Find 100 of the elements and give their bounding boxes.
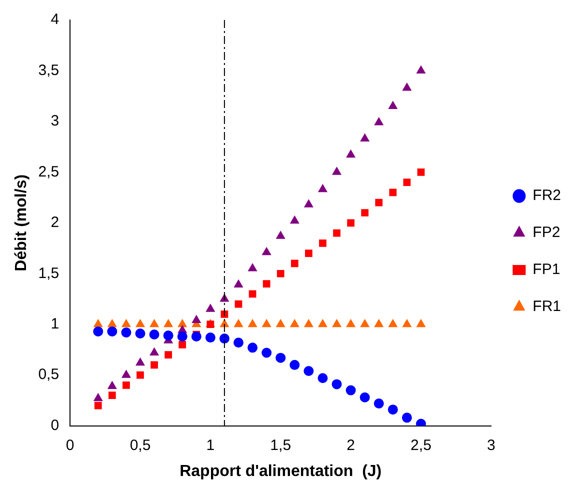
point [304, 319, 314, 328]
point [318, 184, 328, 192]
point [248, 342, 258, 353]
point [388, 319, 398, 328]
point [416, 319, 426, 328]
x-tick-label: 2,5 [410, 436, 432, 454]
point [262, 319, 271, 328]
point [346, 319, 356, 328]
point [149, 329, 160, 340]
y-tick-label: 3,5 [38, 62, 60, 79]
point [304, 366, 314, 376]
point [163, 330, 174, 341]
point [135, 328, 146, 338]
point [360, 134, 370, 142]
point [94, 319, 103, 328]
point [248, 264, 257, 272]
point [108, 319, 117, 328]
point [375, 198, 383, 206]
x-tick-label: 1 [206, 436, 215, 454]
x-tick-label: 3 [486, 436, 496, 454]
point [107, 326, 118, 336]
point [122, 319, 131, 328]
point [136, 371, 144, 379]
point [192, 315, 201, 324]
legend-label: FR2 [532, 187, 562, 204]
y-tick-label: 1 [50, 315, 60, 332]
point [191, 332, 202, 342]
point [332, 379, 342, 390]
point [233, 338, 244, 348]
point [346, 150, 356, 158]
point [248, 319, 257, 328]
x-tick-label: 0 [66, 436, 74, 454]
point [290, 319, 300, 328]
legend-label: FP2 [532, 224, 560, 242]
point [108, 392, 116, 400]
point [136, 358, 145, 366]
point [290, 260, 298, 268]
x-axis-title: Rapport d'alimentation (J) [180, 462, 382, 480]
point [304, 200, 314, 208]
y-tick-label: 0,5 [38, 366, 60, 384]
point [248, 290, 256, 298]
point [305, 250, 312, 258]
point [276, 270, 284, 278]
point [150, 361, 158, 369]
x-tick-label: 1,5 [270, 436, 292, 454]
point [121, 327, 132, 338]
y-tick-label: 1,5 [38, 264, 60, 282]
y-tick-label: 3 [50, 112, 60, 130]
point [402, 82, 412, 91]
point [333, 229, 340, 237]
x-tick-label: 0,5 [130, 436, 151, 454]
point [417, 168, 425, 176]
point [388, 101, 398, 109]
point [178, 319, 187, 328]
point [388, 404, 398, 415]
point [122, 370, 131, 378]
point [318, 373, 328, 384]
point [262, 280, 270, 288]
point [206, 304, 215, 312]
point [318, 319, 328, 328]
y-axis-title: Débit (mol/s) [13, 174, 30, 272]
point [402, 412, 412, 423]
point [332, 167, 342, 175]
point [178, 340, 186, 348]
point [164, 351, 172, 358]
y-tick-label: 2 [50, 214, 60, 232]
point [290, 360, 300, 370]
y-tick-label: 0 [50, 416, 60, 434]
point [205, 332, 216, 343]
point [177, 332, 188, 342]
point [150, 348, 159, 356]
point [94, 393, 103, 402]
point [403, 178, 411, 186]
point [290, 216, 300, 224]
point [276, 231, 286, 239]
point [332, 319, 342, 328]
legend-label: FP1 [532, 261, 560, 278]
point [150, 319, 159, 328]
point [234, 319, 243, 328]
point [234, 280, 243, 288]
x-tick-label: 2 [346, 436, 355, 454]
point [360, 392, 370, 402]
point [361, 209, 369, 216]
point [416, 66, 426, 74]
point [276, 319, 286, 328]
point [94, 402, 102, 410]
point [374, 319, 384, 328]
point [164, 319, 173, 328]
y-tick-label: 2,5 [38, 163, 60, 180]
point [234, 300, 242, 308]
point [93, 326, 104, 336]
point [374, 117, 384, 126]
point [219, 334, 230, 344]
point [402, 319, 412, 328]
point [122, 382, 130, 389]
point [136, 319, 145, 328]
legend-label: FR1 [532, 298, 562, 316]
point [276, 352, 286, 363]
point [374, 398, 384, 408]
point [360, 319, 370, 328]
